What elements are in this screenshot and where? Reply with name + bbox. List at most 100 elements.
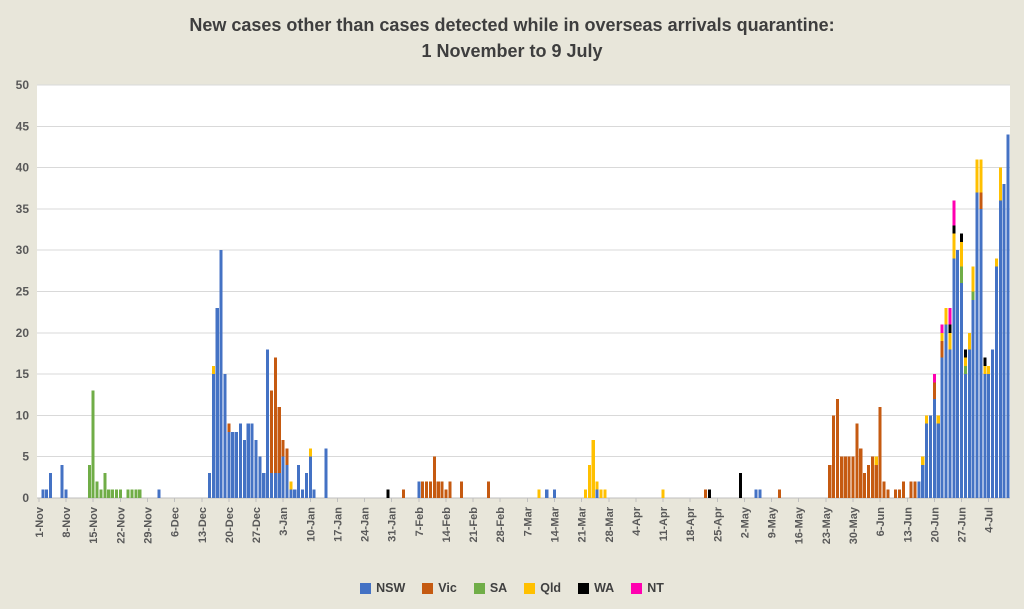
bar-segment-NSW bbox=[552, 489, 557, 498]
bar-segment-NSW bbox=[994, 266, 998, 498]
bar-segment-WA bbox=[963, 349, 967, 358]
legend-item-nsw: NSW bbox=[360, 581, 405, 595]
bar-segment-SA bbox=[971, 291, 975, 300]
legend-label-vic: Vic bbox=[438, 581, 457, 595]
legend-label-nsw: NSW bbox=[376, 581, 406, 595]
bar-segment-Qld bbox=[583, 489, 588, 498]
bar-segment-NSW bbox=[273, 473, 277, 498]
x-tick-label: 7-Mar bbox=[522, 506, 534, 536]
bar-segment-NSW bbox=[921, 464, 925, 498]
x-tick-label: 30-May bbox=[848, 506, 860, 544]
x-tick-label: 21-Mar bbox=[577, 506, 589, 542]
x-tick-label: 7-Feb bbox=[414, 507, 426, 537]
bar-segment-NSW bbox=[285, 464, 289, 498]
bar-segment-Qld bbox=[925, 415, 929, 424]
bar-segment-Vic bbox=[874, 464, 878, 498]
bar-segment-NSW bbox=[983, 374, 987, 498]
bar-segment-NSW bbox=[269, 473, 274, 498]
bar-segment-NSW bbox=[242, 440, 246, 498]
bar-segment-NSW bbox=[45, 489, 49, 498]
x-tick-label: 9-May bbox=[767, 506, 779, 538]
bar-segment-WA bbox=[708, 489, 712, 498]
bar-segment-NSW bbox=[944, 324, 948, 498]
bar-segment-NSW bbox=[304, 473, 308, 498]
bar-segment-SA bbox=[99, 489, 103, 498]
bar-segment-NSW bbox=[956, 250, 960, 498]
bar-segment-NSW bbox=[301, 489, 305, 498]
bar-segment-Vic bbox=[444, 489, 448, 498]
bar-segment-Vic bbox=[428, 481, 433, 498]
bar-segment-Vic bbox=[273, 357, 277, 474]
bar-segment-Vic bbox=[859, 448, 863, 498]
legend-item-qld: Qld bbox=[524, 581, 561, 595]
bar-segment-NSW bbox=[998, 200, 1002, 498]
x-tick-label: 1-Nov bbox=[34, 506, 46, 537]
bar-segment-Vic bbox=[832, 415, 836, 498]
bar-segment-SA bbox=[107, 489, 111, 498]
bar-segment-Qld bbox=[960, 241, 964, 267]
bar-segment-Qld bbox=[975, 159, 979, 193]
bar-segment-SA bbox=[118, 489, 122, 498]
bar-segment-NSW bbox=[936, 423, 940, 498]
bar-segment-WA bbox=[948, 324, 952, 333]
bar-segment-Qld bbox=[979, 159, 983, 193]
legend-swatch-qld bbox=[524, 582, 536, 594]
bar-segment-NSW bbox=[925, 423, 929, 498]
chart-title-line1: New cases other than cases detected whil… bbox=[189, 15, 835, 35]
bar-segment-SA bbox=[138, 489, 142, 498]
bar-segment-Vic bbox=[839, 456, 843, 498]
bar-segment-Vic bbox=[436, 481, 440, 498]
bar-segment-NSW bbox=[266, 349, 270, 498]
y-tick-label: 0 bbox=[22, 491, 29, 505]
x-tick-label: 29-Nov bbox=[142, 506, 154, 544]
legend-label-qld: Qld bbox=[540, 581, 562, 595]
x-tick-label: 4-Jul bbox=[984, 507, 996, 533]
x-tick-label: 13-Dec bbox=[197, 507, 209, 543]
bar-segment-NSW bbox=[948, 349, 952, 498]
bar-segment-Qld bbox=[591, 440, 595, 498]
x-tick-label: 6-Jun bbox=[875, 507, 887, 537]
bar-segment-NSW bbox=[60, 464, 64, 498]
bar-segment-Vic bbox=[269, 390, 274, 474]
bar-segment-SA bbox=[130, 489, 134, 498]
bar-segment-Qld bbox=[967, 332, 971, 350]
bar-segment-SA bbox=[126, 489, 130, 498]
bar-segment-SA bbox=[960, 266, 964, 284]
bar-segment-Qld bbox=[308, 448, 312, 457]
bar-segment-Qld bbox=[963, 357, 967, 366]
bar-segment-Vic bbox=[285, 448, 289, 465]
x-tick-label: 20-Jun bbox=[929, 507, 941, 543]
bar-segment-SA bbox=[114, 489, 119, 498]
x-tick-label: 16-May bbox=[794, 506, 806, 544]
bar-segment-Qld bbox=[983, 365, 987, 375]
chart-title-line2: 1 November to 9 July bbox=[421, 41, 603, 61]
bar-segment-NSW bbox=[223, 374, 227, 498]
bar-segment-Vic bbox=[913, 481, 917, 498]
bar-segment-NSW bbox=[41, 489, 45, 498]
bar-segment-NSW bbox=[246, 423, 250, 498]
y-tick-label: 25 bbox=[16, 285, 30, 299]
bar-segment-Qld bbox=[940, 332, 944, 342]
bar-segment-Qld bbox=[944, 308, 948, 325]
bar-segment-Vic bbox=[704, 489, 708, 498]
bar-segment-NSW bbox=[967, 349, 971, 498]
y-tick-label: 15 bbox=[16, 367, 30, 381]
x-tick-label: 18-Apr bbox=[685, 506, 697, 542]
bar-segment-NSW bbox=[932, 398, 936, 498]
bar-segment-SA bbox=[103, 473, 107, 498]
bar-segment-Vic bbox=[909, 481, 913, 498]
x-tick-label: 15-Nov bbox=[88, 506, 100, 544]
bar-segment-Qld bbox=[971, 266, 975, 292]
bar-segment-Vic bbox=[448, 481, 452, 498]
x-tick-label: 20-Dec bbox=[224, 507, 236, 543]
x-tick-label: 8-Nov bbox=[61, 506, 73, 537]
x-tick-label: 24-Jan bbox=[360, 507, 372, 542]
bar-segment-WA bbox=[739, 473, 743, 498]
x-tick-label: 6-Dec bbox=[170, 507, 182, 537]
bar-segment-Qld bbox=[211, 365, 215, 375]
bar-segment-NSW bbox=[312, 489, 316, 498]
x-tick-label: 2-May bbox=[739, 506, 751, 538]
bar-segment-Vic bbox=[401, 489, 405, 498]
x-tick-label: 3-Jan bbox=[278, 507, 290, 536]
bar-segment-NSW bbox=[979, 208, 983, 498]
